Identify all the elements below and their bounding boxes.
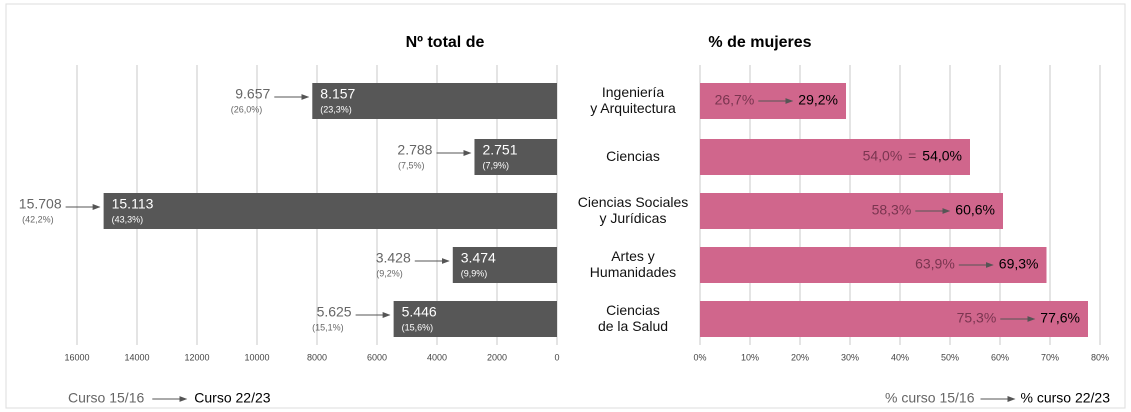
value-label: 77,6%	[1040, 310, 1080, 326]
legend-label: % curso 22/23	[1021, 390, 1111, 406]
value-label: 8.157	[320, 86, 355, 102]
value-label: 3.474	[461, 250, 496, 266]
bar	[700, 247, 1047, 283]
bar	[452, 247, 557, 283]
previous-value-label: 15.708	[19, 196, 62, 212]
share-label: (43,3%)	[112, 214, 144, 224]
value-label: 29,2%	[798, 92, 838, 108]
previous-value-label: 5.625	[317, 304, 352, 320]
value-label: 60,6%	[955, 202, 995, 218]
frame	[5, 3, 1126, 409]
x-tick-label: 50%	[941, 352, 959, 362]
previous-share-label: (26,0%)	[231, 104, 263, 114]
x-tick-label: 8000	[307, 352, 327, 362]
value-label: 2.751	[482, 142, 517, 158]
value-label: 5.446	[402, 304, 437, 320]
x-tick-label: 10000	[244, 352, 269, 362]
share-label: (23,3%)	[320, 104, 352, 114]
share-label: (9,9%)	[461, 268, 488, 278]
x-tick-label: 80%	[1091, 352, 1109, 362]
category-label: Artes y Humanidades	[590, 248, 676, 280]
previous-value-label: 75,3%	[957, 310, 997, 326]
bar	[312, 83, 557, 119]
legend-label: Curso 22/23	[194, 390, 270, 406]
previous-value-label: 58,3%	[872, 202, 912, 218]
x-tick-label: 40%	[891, 352, 909, 362]
same-symbol: =	[908, 148, 916, 164]
x-tick-label: 0	[554, 352, 559, 362]
x-tick-label: 12000	[184, 352, 209, 362]
bar	[700, 139, 970, 175]
previous-value-label: 2.788	[397, 142, 432, 158]
bar	[474, 139, 557, 175]
chart-title: % de mujeres	[708, 34, 811, 51]
bar	[393, 301, 557, 337]
x-tick-label: 60%	[991, 352, 1009, 362]
previous-value-label: 3.428	[376, 250, 411, 266]
value-label: 69,3%	[999, 256, 1039, 272]
category-label: Ciencias	[606, 148, 660, 164]
share-label: (15,6%)	[402, 322, 434, 332]
previous-share-label: (7,5%)	[398, 160, 425, 170]
previous-share-label: (15,1%)	[312, 322, 344, 332]
category-label: Ingeniería y Arquitectura	[590, 84, 676, 116]
bar	[700, 193, 1003, 229]
value-label: 15.113	[112, 196, 154, 212]
x-tick-label: 20%	[791, 352, 809, 362]
category-label: Ciencias Sociales y Jurídicas	[578, 194, 689, 226]
x-tick-label: 6000	[367, 352, 387, 362]
category-label: Ciencias de la Salud	[598, 302, 668, 334]
previous-share-label: (9,2%)	[376, 268, 403, 278]
x-tick-label: 2000	[487, 352, 507, 362]
legend-label: Curso 15/16	[68, 390, 144, 406]
previous-value-label: 9.657	[235, 86, 270, 102]
x-tick-label: 4000	[427, 352, 447, 362]
share-label: (7,9%)	[482, 160, 509, 170]
x-tick-label: 14000	[124, 352, 149, 362]
chart-title: Nº total de	[406, 34, 485, 51]
previous-value-label: 63,9%	[915, 256, 955, 272]
x-tick-label: 10%	[741, 352, 759, 362]
bar	[103, 193, 558, 229]
previous-value-label: 26,7%	[715, 92, 755, 108]
legend-label: % curso 15/16	[885, 390, 975, 406]
x-tick-label: 30%	[841, 352, 859, 362]
x-tick-label: 0%	[693, 352, 706, 362]
x-tick-label: 16000	[64, 352, 89, 362]
previous-share-label: (42,2%)	[22, 214, 54, 224]
value-label: 54,0%	[922, 148, 962, 164]
x-tick-label: 70%	[1041, 352, 1059, 362]
previous-value-label: 54,0%	[863, 148, 903, 164]
